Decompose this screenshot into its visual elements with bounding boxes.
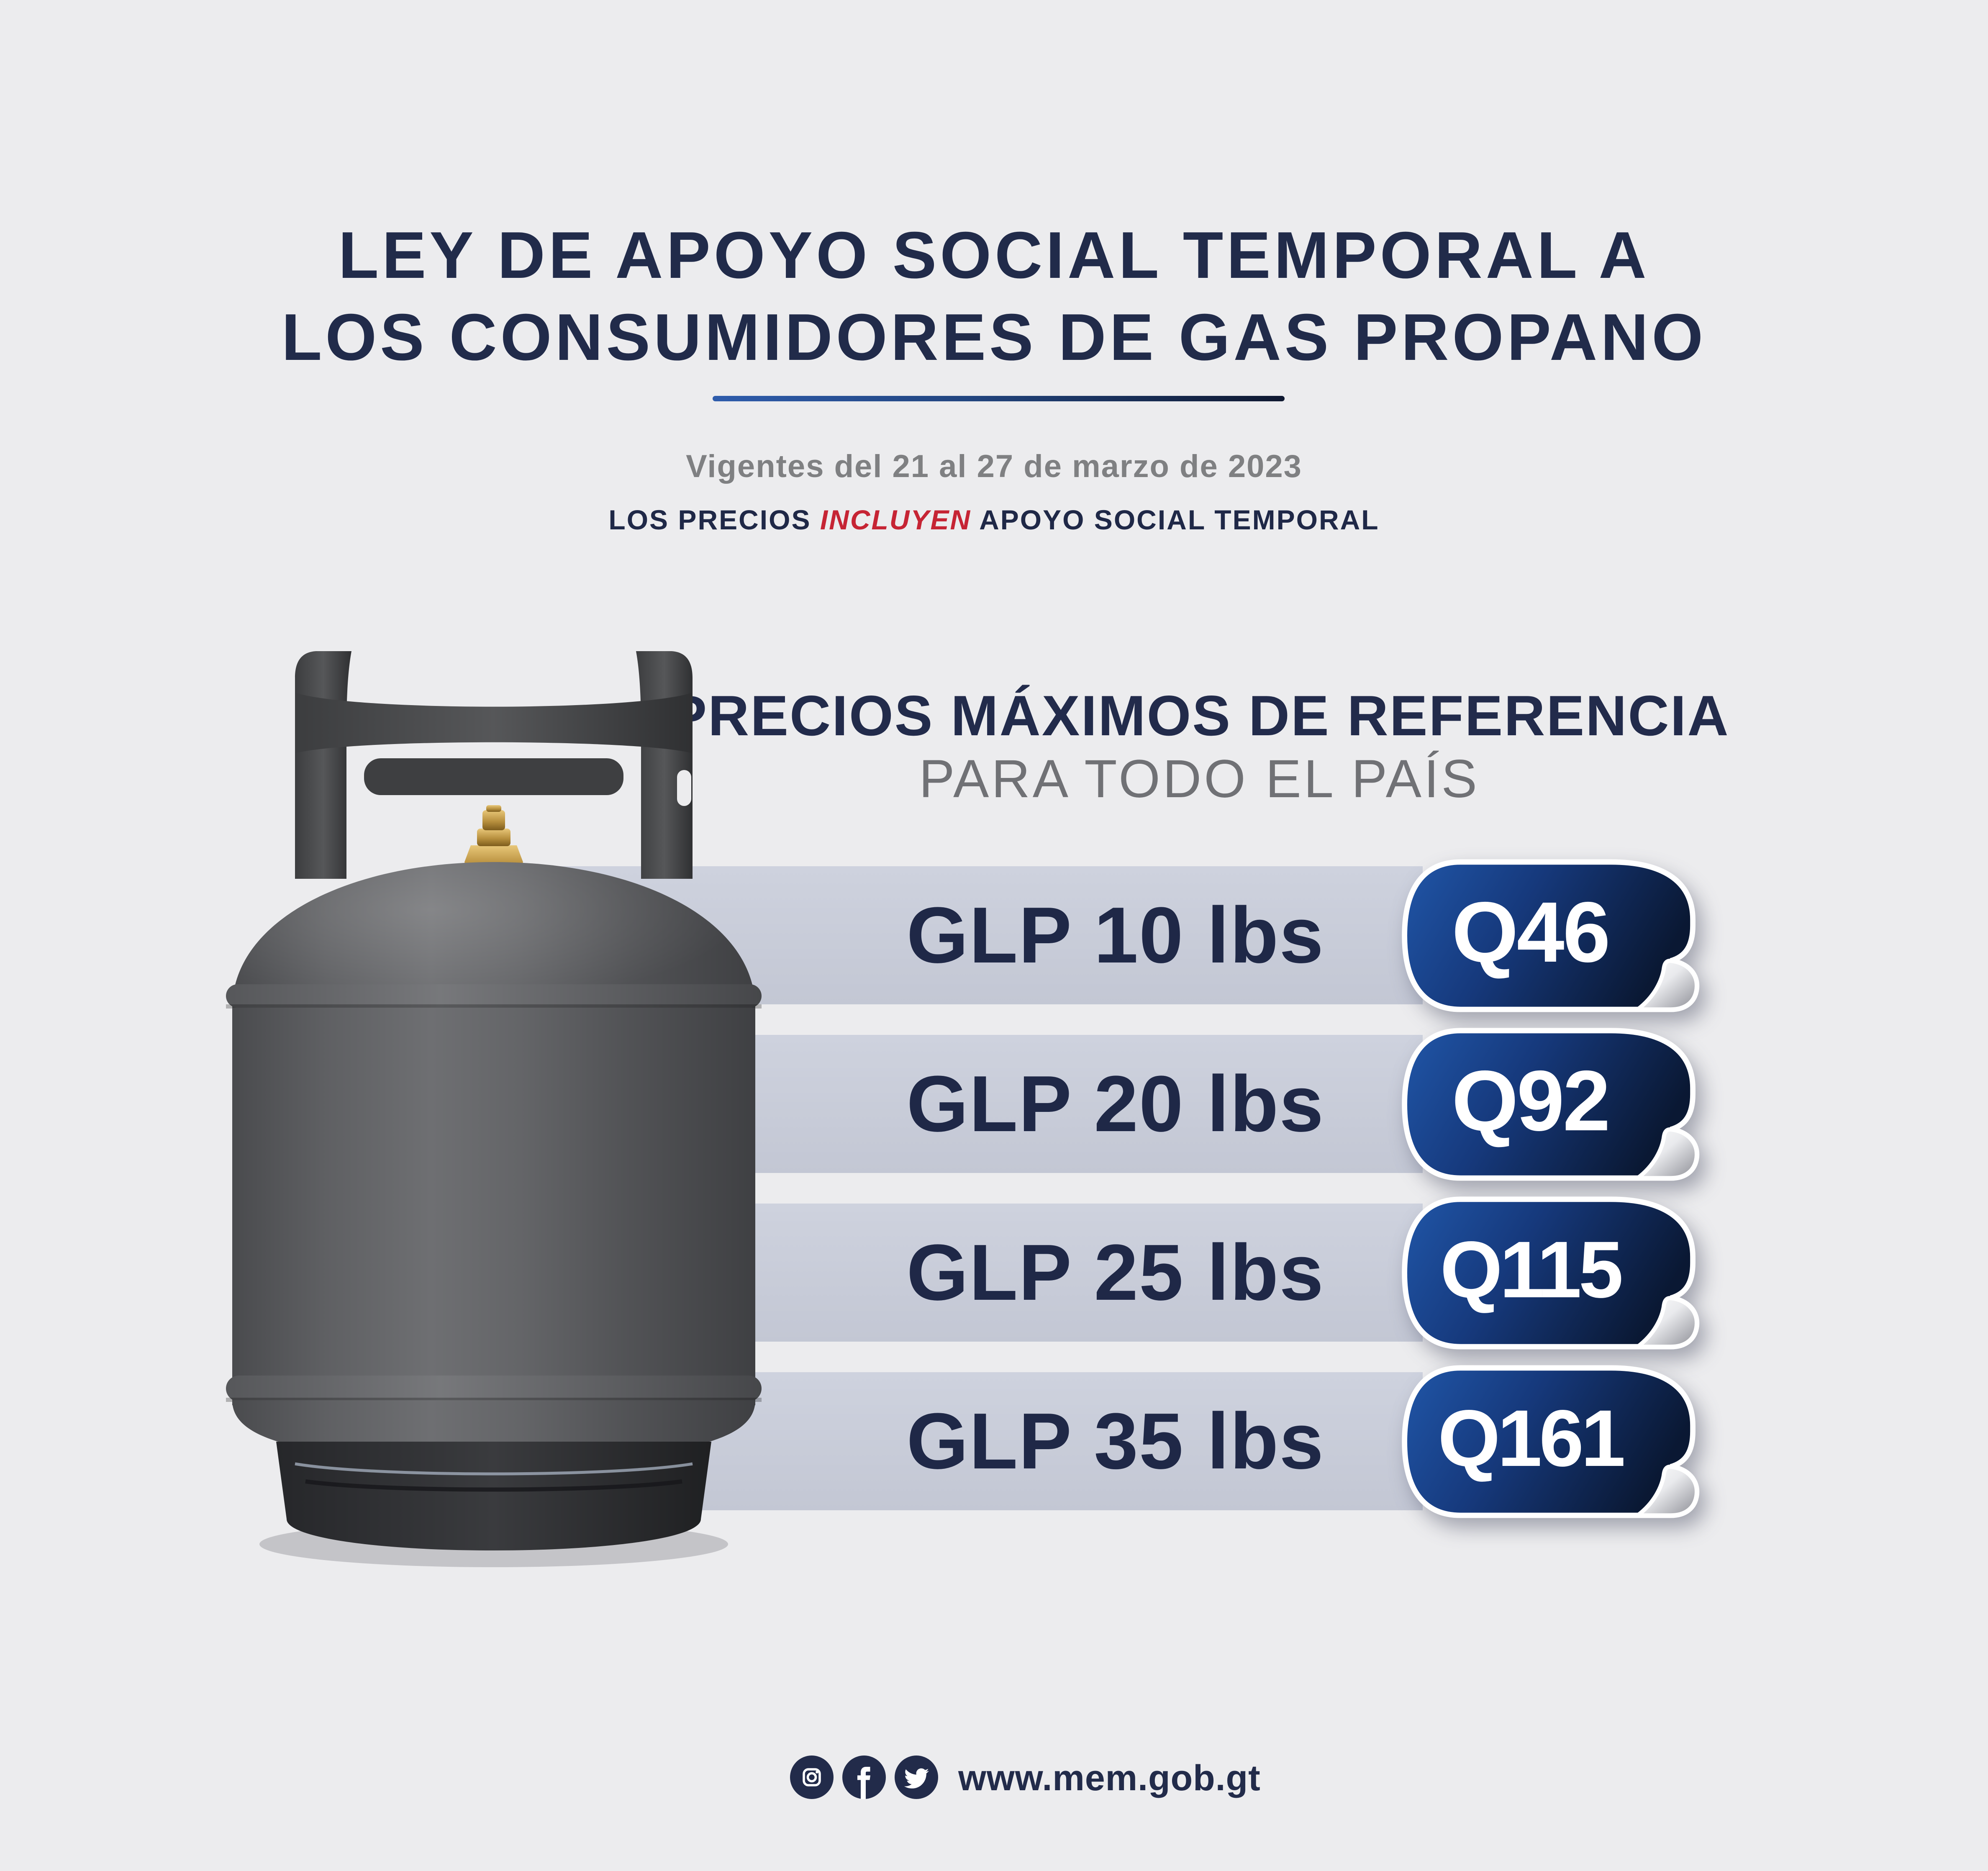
price-badge: Q161 (1396, 1363, 1706, 1519)
price-note-highlight: INCLUYEN (820, 504, 972, 535)
sticker-badge-shape (1402, 1196, 1700, 1350)
section-heading: PRECIOS MÁXIMOS DE REFERENCIA (669, 684, 1730, 747)
page-curl (1631, 1465, 1699, 1518)
page-curl (1631, 1296, 1699, 1349)
price-badge: Q115 (1396, 1194, 1706, 1351)
price-row-label: GLP 35 lbs (906, 1397, 1324, 1486)
sticker-badge-shape (1402, 1365, 1700, 1518)
cylinder-foot-ring (276, 1442, 711, 1550)
price-note: LOS PRECIOS INCLUYEN APOYO SOCIAL TEMPOR… (0, 502, 1988, 537)
price-badge-value: Q115 (1440, 1224, 1623, 1314)
section-subheading: PARA TODO EL PAÍS (919, 749, 1480, 809)
price-note-prefix: LOS PRECIOS (608, 504, 820, 535)
sticker-badge-shape (1402, 1028, 1700, 1181)
price-badge-value: Q46 (1452, 884, 1610, 980)
price-badge-value: Q161 (1438, 1393, 1626, 1483)
price-badge: Q46 (1396, 857, 1706, 1014)
poster-title-line1: LEY DE APOYO SOCIAL TEMPORAL A (338, 218, 1650, 292)
page-curl (1631, 1127, 1699, 1181)
title-divider-line (713, 396, 1285, 401)
page-curl (1631, 959, 1699, 1012)
cylinder-lower-ring (226, 1376, 762, 1401)
cylinder-handle (295, 651, 693, 879)
twitter-icon[interactable] (895, 1756, 938, 1799)
price-row-label: GLP 10 lbs (906, 891, 1324, 980)
price-badge-value: Q92 (1452, 1053, 1610, 1149)
price-row-label: GLP 25 lbs (906, 1228, 1324, 1317)
cylinder-shoulder-ring (226, 984, 762, 1008)
price-badge: Q92 (1396, 1026, 1706, 1182)
poster-title-line2: LOS CONSUMIDORES DE GAS PROPANO (281, 300, 1707, 374)
price-row-label: GLP 20 lbs (906, 1060, 1324, 1148)
validity-dates: Vigentes del 21 al 27 de marzo de 2023 (686, 449, 1302, 484)
website-url[interactable]: www.mem.gob.gt (958, 1758, 1261, 1798)
sticker-badge-shape (1402, 859, 1700, 1012)
price-note-suffix: APOYO SOCIAL TEMPORAL (971, 504, 1380, 535)
facebook-icon[interactable] (842, 1756, 886, 1799)
instagram-icon[interactable] (790, 1756, 834, 1799)
poster-title: LEY DE APOYO SOCIAL TEMPORAL A LOS CONSU… (0, 214, 1988, 378)
cylinder-body (232, 1008, 755, 1405)
propane-cylinder-illustration (226, 644, 762, 1573)
